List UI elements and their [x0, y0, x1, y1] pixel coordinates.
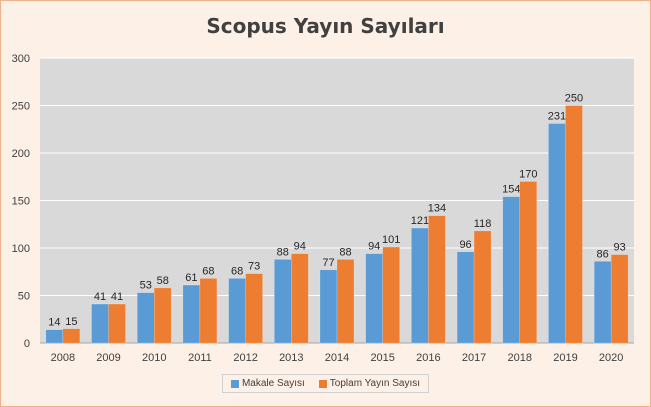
y-tick-label: 100	[12, 243, 30, 255]
data-label-series-1: 15	[65, 316, 77, 328]
bar-series-0	[182, 284, 201, 344]
data-label-series-0: 231	[548, 111, 566, 123]
y-tick-label: 150	[12, 196, 30, 208]
x-tick-label: 2020	[599, 352, 623, 364]
data-label-series-1: 101	[382, 234, 400, 246]
y-tick-label: 300	[12, 53, 30, 65]
legend-item-series-0: Makale Sayısı	[230, 378, 305, 389]
bar-series-0	[228, 278, 246, 344]
data-label-series-1: 134	[428, 203, 446, 215]
bar-series-1	[62, 328, 81, 344]
x-tick-label: 2018	[508, 352, 532, 364]
data-label-series-0: 86	[597, 248, 609, 260]
x-tick-label: 2019	[553, 352, 577, 364]
legend-swatch-series-0	[230, 379, 239, 388]
bar-series-0	[91, 303, 109, 344]
x-tick-label: 2016	[416, 352, 440, 364]
bar-series-0	[456, 251, 475, 344]
y-tick-label: 0	[24, 338, 30, 350]
x-tick-label: 2013	[279, 352, 303, 364]
bar-series-1	[382, 246, 400, 344]
y-tick-label: 50	[18, 291, 30, 303]
bar-series-0	[411, 227, 429, 344]
bar-series-0	[593, 261, 612, 344]
x-tick-label: 2009	[96, 352, 120, 364]
data-label-series-0: 88	[277, 246, 289, 258]
legend-label-series-0: Makale Sayısı	[241, 378, 305, 389]
legend-swatch-series-1	[318, 379, 327, 388]
data-label-series-1: 41	[111, 291, 123, 303]
data-label-series-1: 250	[565, 93, 583, 105]
data-label-series-0: 53	[140, 280, 152, 292]
bar-series-1	[108, 303, 126, 344]
bar-series-1	[519, 181, 538, 344]
bar-series-1	[428, 215, 446, 344]
x-tick-label: 2015	[370, 352, 394, 364]
data-label-series-0: 96	[459, 239, 471, 251]
bar-series-1	[336, 259, 355, 344]
bar-series-1	[153, 287, 172, 344]
chart-legend: Makale Sayısı Toplam Yayın Sayısı	[0, 374, 651, 393]
legend-item-series-1: Toplam Yayın Sayısı	[318, 378, 421, 389]
data-label-series-0: 68	[231, 265, 243, 277]
x-tick-label: 2008	[51, 352, 75, 364]
legend-label-series-1: Toplam Yayın Sayısı	[329, 378, 421, 389]
data-label-series-0: 61	[185, 272, 197, 284]
bar-series-1	[565, 105, 583, 344]
data-label-series-1: 73	[248, 261, 260, 273]
data-label-series-1: 58	[157, 275, 169, 287]
data-label-series-0: 121	[411, 215, 429, 227]
legend-box: Makale Sayısı Toplam Yayın Sayısı	[221, 374, 430, 393]
bar-series-1	[199, 278, 218, 344]
bar-series-1	[610, 254, 629, 344]
bar-series-0	[136, 292, 155, 344]
bar-series-0	[365, 253, 383, 344]
data-label-series-0: 94	[368, 241, 380, 253]
data-label-series-0: 154	[502, 184, 520, 196]
y-tick-label: 250	[12, 101, 30, 113]
data-label-series-1: 94	[294, 241, 306, 253]
data-label-series-1: 170	[519, 169, 537, 181]
bar-series-1	[245, 273, 263, 344]
data-label-series-1: 88	[339, 246, 351, 258]
chart-title: Scopus Yayın Sayıları	[206, 14, 445, 38]
y-tick-label: 200	[12, 148, 30, 160]
data-label-series-0: 77	[322, 257, 334, 269]
x-tick-label: 2010	[142, 352, 166, 364]
bar-series-1	[473, 230, 492, 344]
x-tick-label: 2014	[325, 352, 349, 364]
x-tick-label: 2011	[188, 352, 212, 364]
data-label-series-1: 68	[202, 265, 214, 277]
bar-series-0	[548, 123, 566, 344]
bar-series-1	[291, 253, 309, 344]
data-label-series-0: 14	[48, 317, 60, 329]
bar-series-0	[45, 329, 64, 344]
data-label-series-1: 118	[474, 218, 492, 230]
data-label-series-0: 41	[94, 291, 106, 303]
x-tick-label: 2012	[233, 352, 257, 364]
data-label-series-1: 93	[614, 242, 626, 254]
x-tick-label: 2017	[462, 352, 486, 364]
bar-series-0	[502, 196, 521, 344]
bar-series-0	[319, 269, 338, 344]
bar-series-0	[274, 259, 292, 344]
